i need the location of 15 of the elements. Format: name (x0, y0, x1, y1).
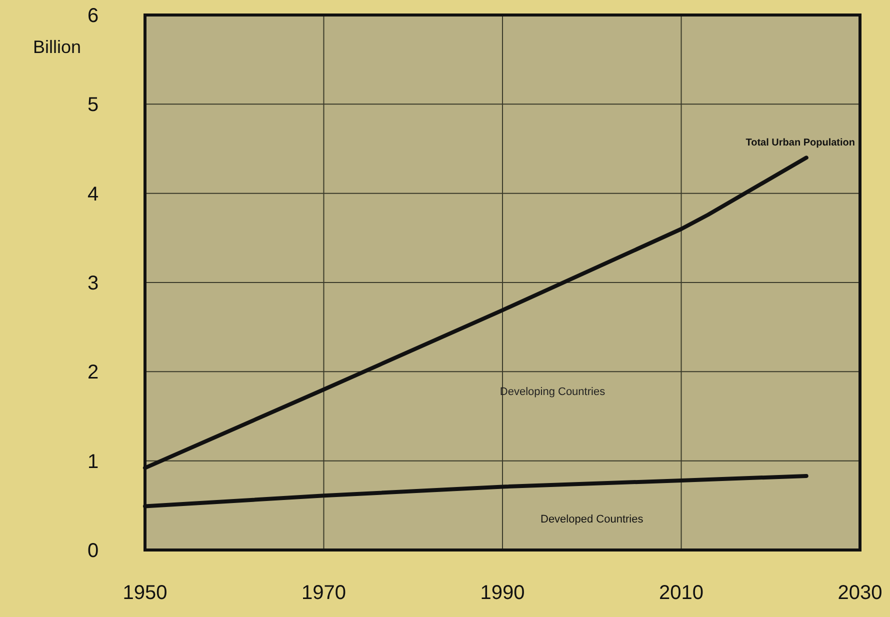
y-tick-label: 6 (87, 5, 99, 27)
x-tick-label: 1990 (480, 582, 525, 604)
series-label: Total Urban Population (746, 138, 855, 149)
x-tick-label: 1970 (302, 582, 346, 604)
x-tick-label: 1950 (122, 582, 168, 604)
y-axis-title: Billion (32, 37, 82, 57)
y-tick-label: 3 (87, 272, 99, 294)
text: Developed Countries (540, 514, 644, 526)
x-tick-label: 2030 (838, 582, 882, 604)
y-tick-label: 2 (87, 362, 99, 384)
y-tick-label: 1 (87, 450, 99, 473)
x-tick-label: 2010 (659, 582, 704, 604)
y-tick-label: 5 (87, 94, 99, 116)
y-tick-label: 4 (87, 183, 99, 206)
y-tick-label: 0 (87, 540, 99, 562)
